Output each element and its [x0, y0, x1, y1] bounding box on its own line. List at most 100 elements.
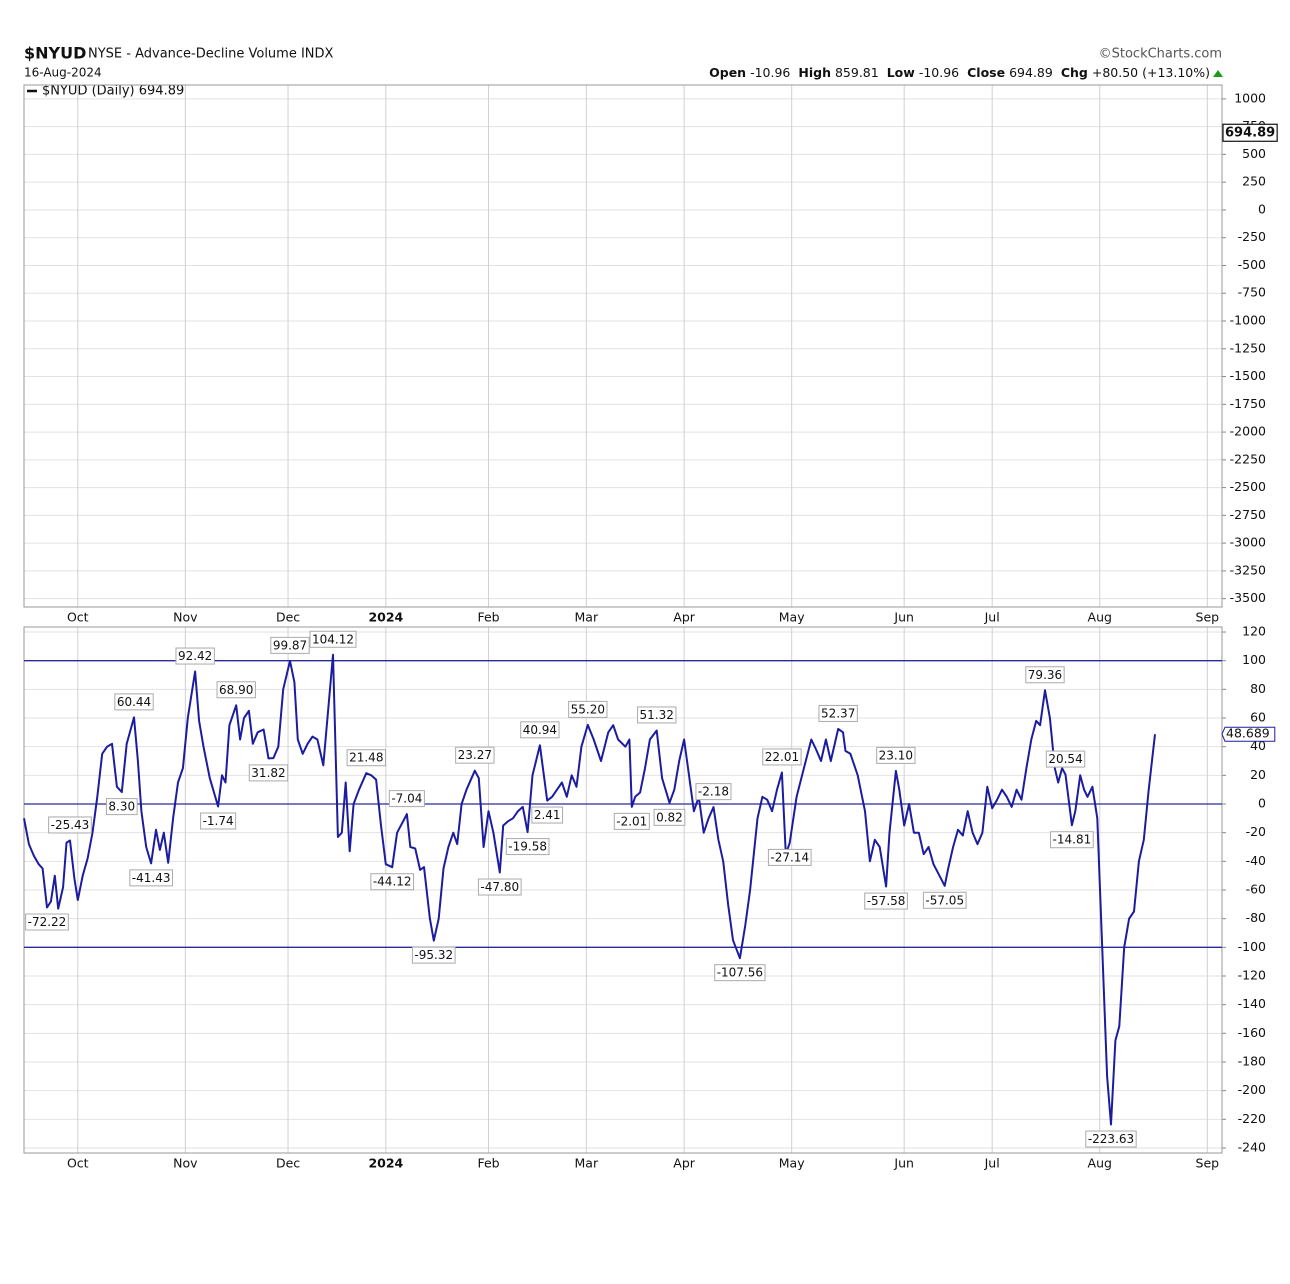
value-label-text: 55.20: [571, 702, 605, 716]
value-label-text: 60.44: [117, 695, 151, 709]
value-label-text: 21.48: [349, 751, 383, 765]
value-label-box: [695, 783, 732, 801]
value-label-text: -107.56: [717, 966, 763, 980]
y-tick-label: -120: [1238, 967, 1266, 982]
x-tick-label: Sep: [1196, 1156, 1220, 1171]
data-line: [23, 653, 1156, 1126]
x-tick-label: Aug: [1088, 610, 1112, 625]
value-label: 92.42: [175, 647, 215, 665]
value-label-text: 0.82: [656, 810, 683, 824]
x-tick-label: Mar: [575, 1156, 599, 1171]
value-label: 22.01: [762, 748, 802, 766]
quote-row: Open -10.96 High 859.81 Low -10.96 Close 694.89…: [709, 65, 1210, 80]
value-label: 8.30: [105, 798, 138, 816]
y-tick-label: 80: [1250, 681, 1266, 696]
value-label-text: -57.58: [867, 894, 906, 908]
x-tick-label: Jun: [893, 1156, 914, 1171]
value-label-box: [25, 913, 69, 931]
value-label-box: [637, 706, 677, 724]
value-label-text: 99.87: [273, 638, 307, 652]
last-value-box: [1222, 123, 1278, 142]
y-tick-label: -240: [1238, 1139, 1266, 1154]
y-tick-label: 100: [1242, 652, 1266, 667]
value-label: -14.81: [1050, 831, 1094, 849]
chart-subtitle: NYSE - Advance-Decline Volume INDX: [88, 47, 334, 62]
value-label-text: -19.58: [508, 840, 547, 854]
quote-label: Close: [967, 65, 1005, 80]
value-label-text: 52.37: [821, 706, 855, 720]
y-tick-label: -1750: [1230, 396, 1266, 411]
y-tick-label: -3000: [1230, 535, 1266, 550]
y-tick-label: -20: [1246, 824, 1266, 839]
plot-frame: [23, 84, 1223, 608]
value-label-box: [105, 798, 138, 816]
value-label-box: [818, 704, 858, 722]
value-label-text: 8.30: [108, 800, 135, 814]
x-tick-label: May: [779, 1156, 805, 1171]
quote-value: 859.81: [835, 65, 879, 80]
value-label-box: [767, 848, 812, 866]
y-tick-label: -60: [1246, 882, 1266, 897]
value-label: 68.90: [216, 681, 256, 699]
x-tick-label: Apr: [673, 610, 695, 625]
quote-label: Open: [709, 65, 746, 80]
x-tick-label: 2024: [368, 610, 403, 625]
legend-label: $NYUD (Daily) 694.89: [42, 84, 184, 99]
value-label-box: [714, 964, 766, 982]
y-tick-label: 20: [1250, 767, 1266, 782]
x-tick-label: 2024: [368, 1156, 403, 1171]
value-label: 104.12: [309, 630, 357, 648]
quote-value: -10.96: [750, 65, 790, 80]
value-label: -1.74: [200, 812, 237, 830]
x-tick-label: Jul: [984, 610, 1000, 625]
value-label-text: 20.54: [1048, 752, 1082, 766]
value-label: 55.20: [568, 700, 608, 718]
value-label: 40.94: [520, 721, 560, 739]
y-tick-label: -1500: [1230, 368, 1266, 383]
value-label-text: 51.32: [640, 708, 674, 722]
x-tick-label: Mar: [575, 610, 599, 625]
value-label: -223.63: [1085, 1130, 1137, 1148]
x-tick-label: Feb: [477, 1156, 499, 1171]
x-tick-label: Dec: [276, 610, 300, 625]
value-label-box: [216, 681, 256, 699]
value-label: -95.32: [411, 946, 456, 964]
quote-label: Low: [887, 65, 916, 80]
value-label-box: [388, 790, 425, 808]
value-label: -107.56: [714, 964, 766, 982]
value-label: 52.37: [818, 704, 858, 722]
y-tick-label: 500: [1242, 146, 1266, 161]
y-tick-label: -1000: [1230, 313, 1266, 328]
value-label-text: 40.94: [523, 723, 557, 737]
x-tick-label: Feb: [477, 610, 499, 625]
quote-label: High: [798, 65, 831, 80]
y-tick-label: -220: [1238, 1111, 1266, 1126]
y-tick-label: 0: [1258, 796, 1266, 811]
y-tick-label: 60: [1250, 710, 1266, 725]
value-label-text: 23.27: [458, 748, 492, 762]
value-label-box: [248, 764, 289, 782]
value-label-box: [568, 700, 608, 718]
value-label-box: [1050, 831, 1094, 849]
quote-value: +80.50 (+13.10%): [1092, 65, 1210, 80]
value-label: -57.58: [864, 892, 908, 910]
source: ©StockCharts.com: [1099, 47, 1222, 62]
value-label-box: [270, 636, 310, 654]
value-label-box: [762, 748, 802, 766]
value-label: 31.82: [248, 764, 289, 782]
value-label: -47.80: [477, 878, 522, 896]
y-tick-label: -200: [1238, 1082, 1266, 1097]
value-label-box: [613, 812, 650, 830]
value-label: 20.54: [1045, 750, 1086, 768]
up-arrow: [1213, 70, 1223, 77]
y-tick-label: 120: [1242, 624, 1266, 639]
value-label-box: [531, 806, 564, 824]
y-tick-label: -3250: [1230, 562, 1266, 577]
value-label-box: [864, 892, 908, 910]
quote-value: 694.89: [1009, 65, 1053, 80]
y-tick-label: -1250: [1230, 340, 1266, 355]
value-label: 79.36: [1025, 666, 1065, 684]
value-label-text: -25.43: [51, 818, 90, 832]
y-tick-label: -160: [1238, 1025, 1266, 1040]
